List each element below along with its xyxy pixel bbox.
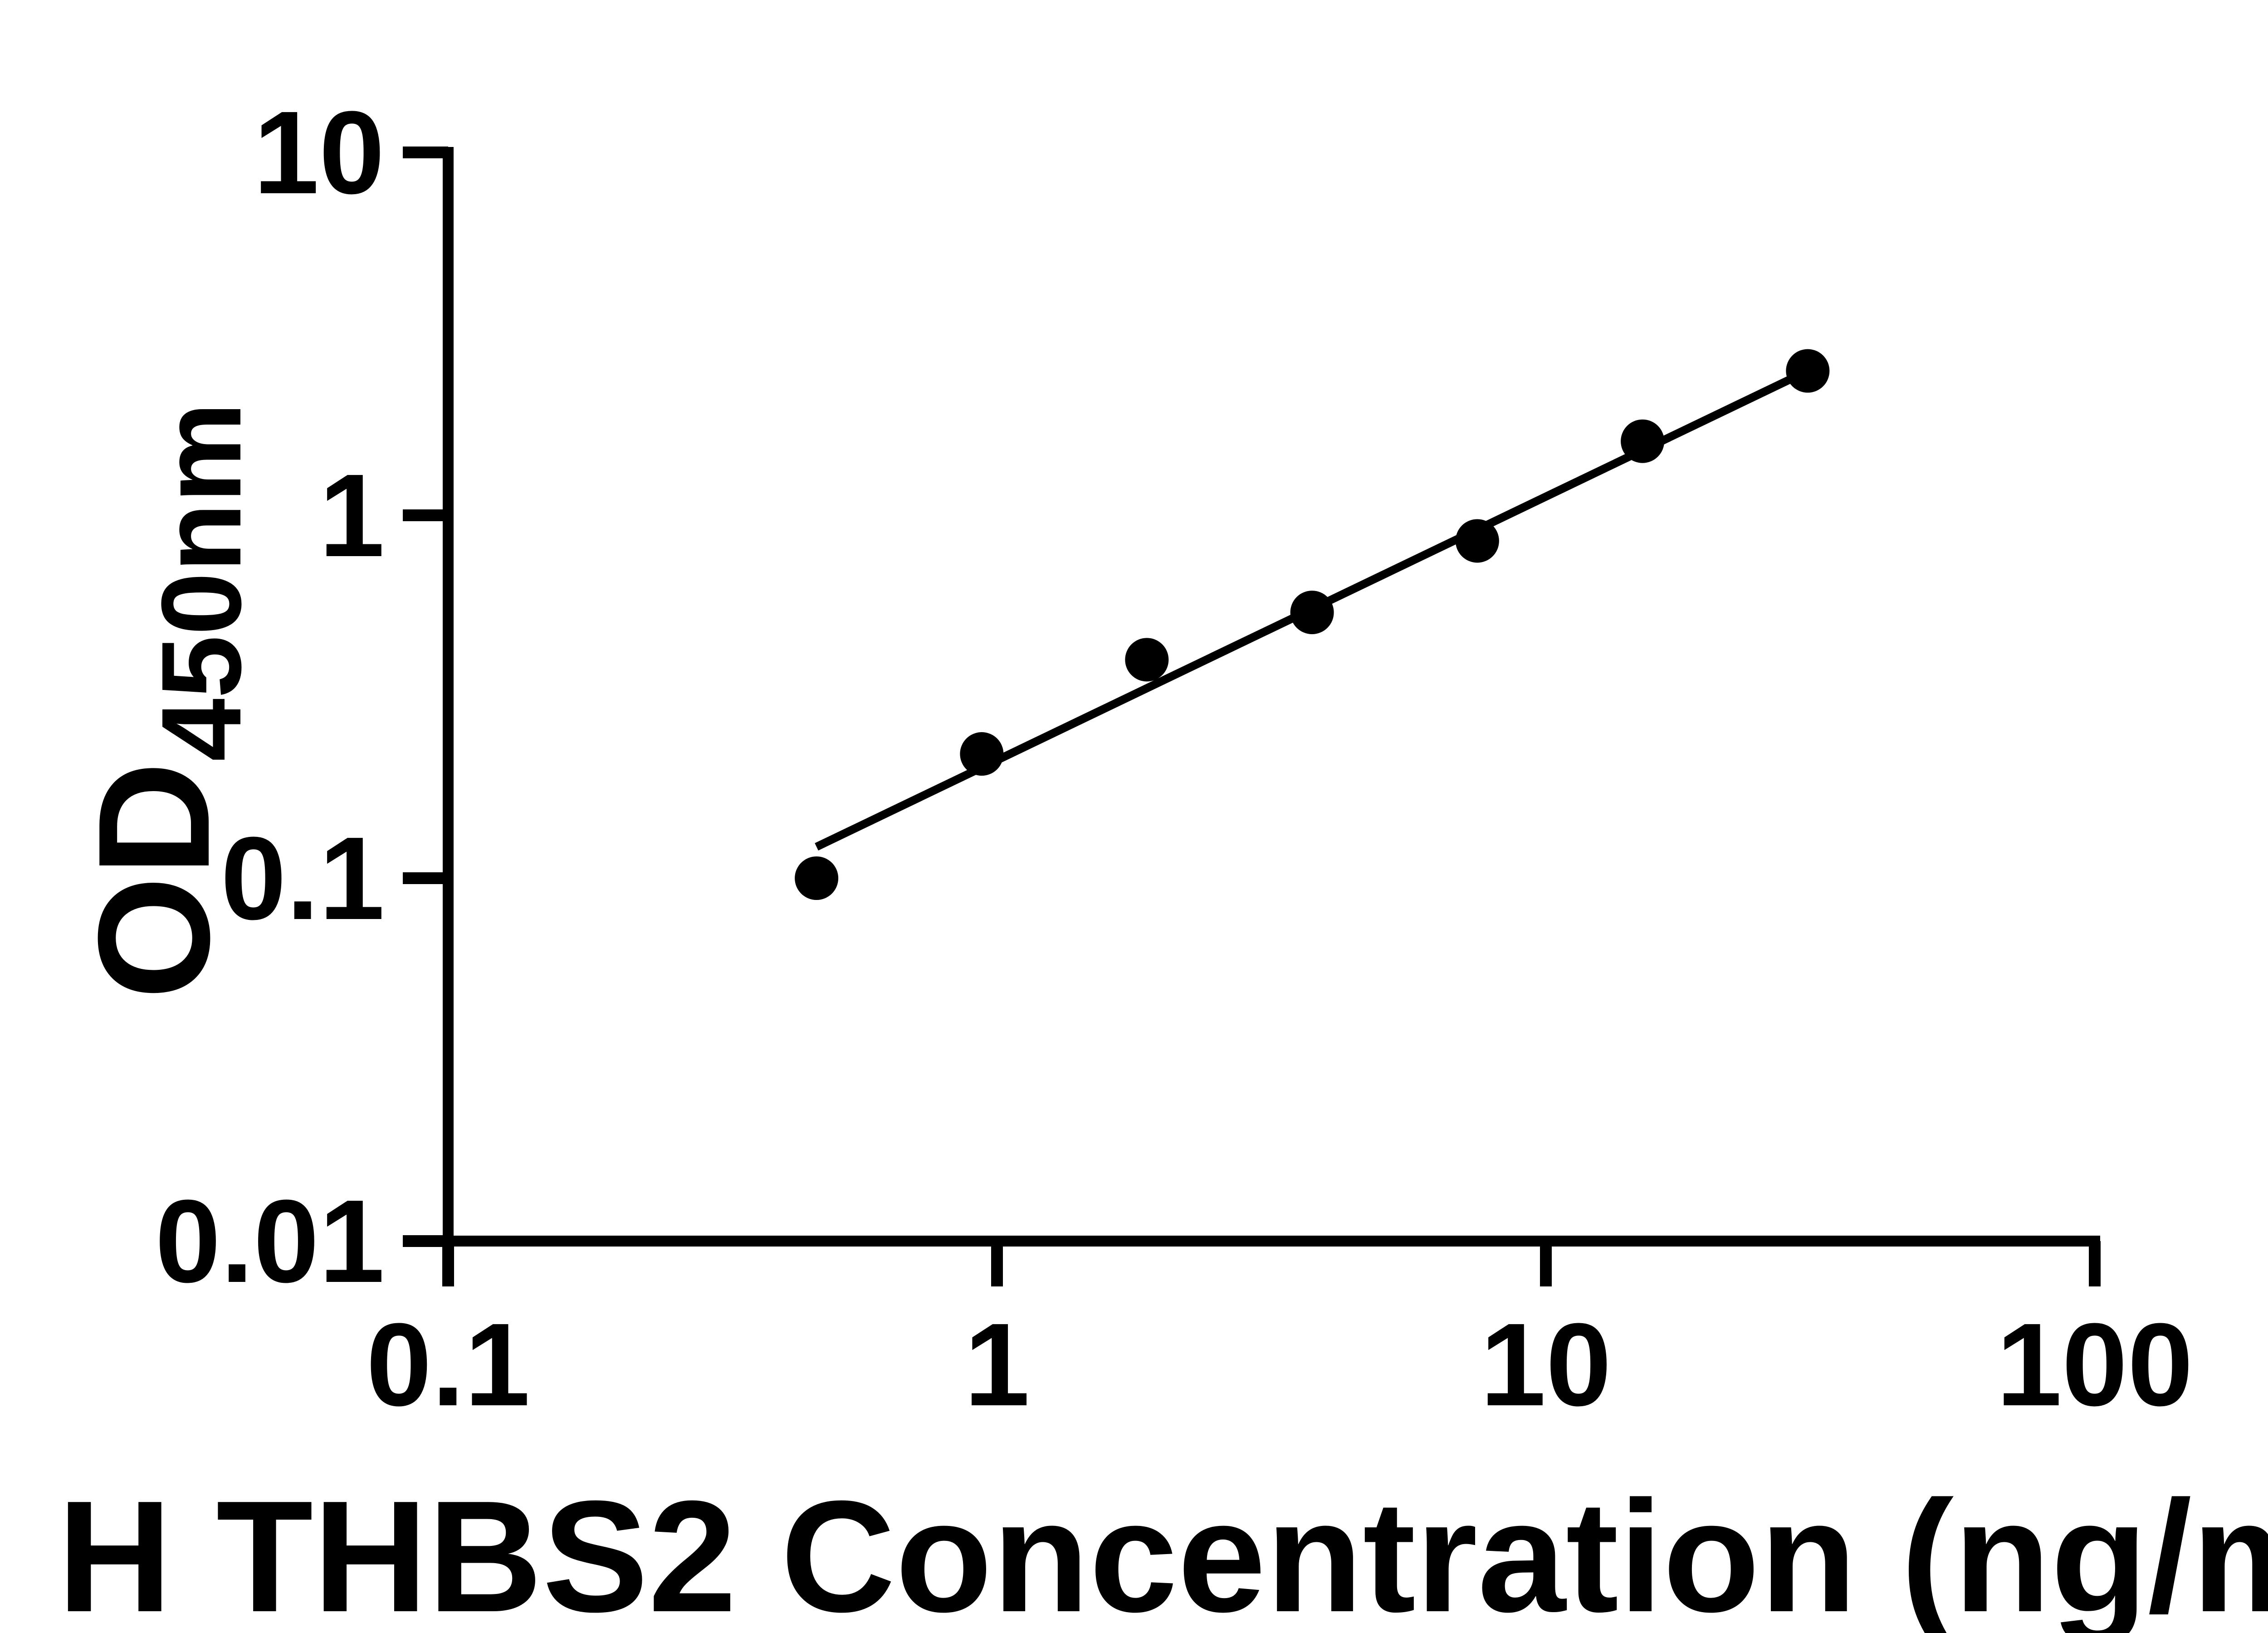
y-tick-label: 0.1 (221, 813, 385, 944)
y-tick-label: 1 (319, 450, 385, 582)
y-tick-label: 0.01 (155, 1176, 385, 1307)
x-tick-label: 1 (964, 1299, 1030, 1431)
data-point (795, 856, 839, 900)
series-layer (795, 349, 1830, 900)
y-tick-label: 10 (254, 87, 385, 219)
data-point (1621, 419, 1665, 463)
data-point (1125, 638, 1169, 682)
axes-layer (443, 147, 2100, 1247)
x-tick-label: 10 (1480, 1299, 1611, 1431)
x-tick-label: 100 (1996, 1299, 2193, 1431)
x-axis-title: H THBS2 Concentration (ng/mL) (57, 1468, 2268, 1633)
ticks-layer (403, 147, 2101, 1286)
data-point (1290, 591, 1334, 635)
data-point (1786, 349, 1830, 393)
data-point (960, 732, 1004, 776)
y-axis-title-subscript: 450nm (138, 402, 264, 761)
x-tick-label: 0.1 (366, 1299, 530, 1431)
data-point (1455, 519, 1499, 563)
y-axis-title-main: OD (65, 762, 243, 1000)
y-axis-title: OD450nm (65, 402, 264, 999)
